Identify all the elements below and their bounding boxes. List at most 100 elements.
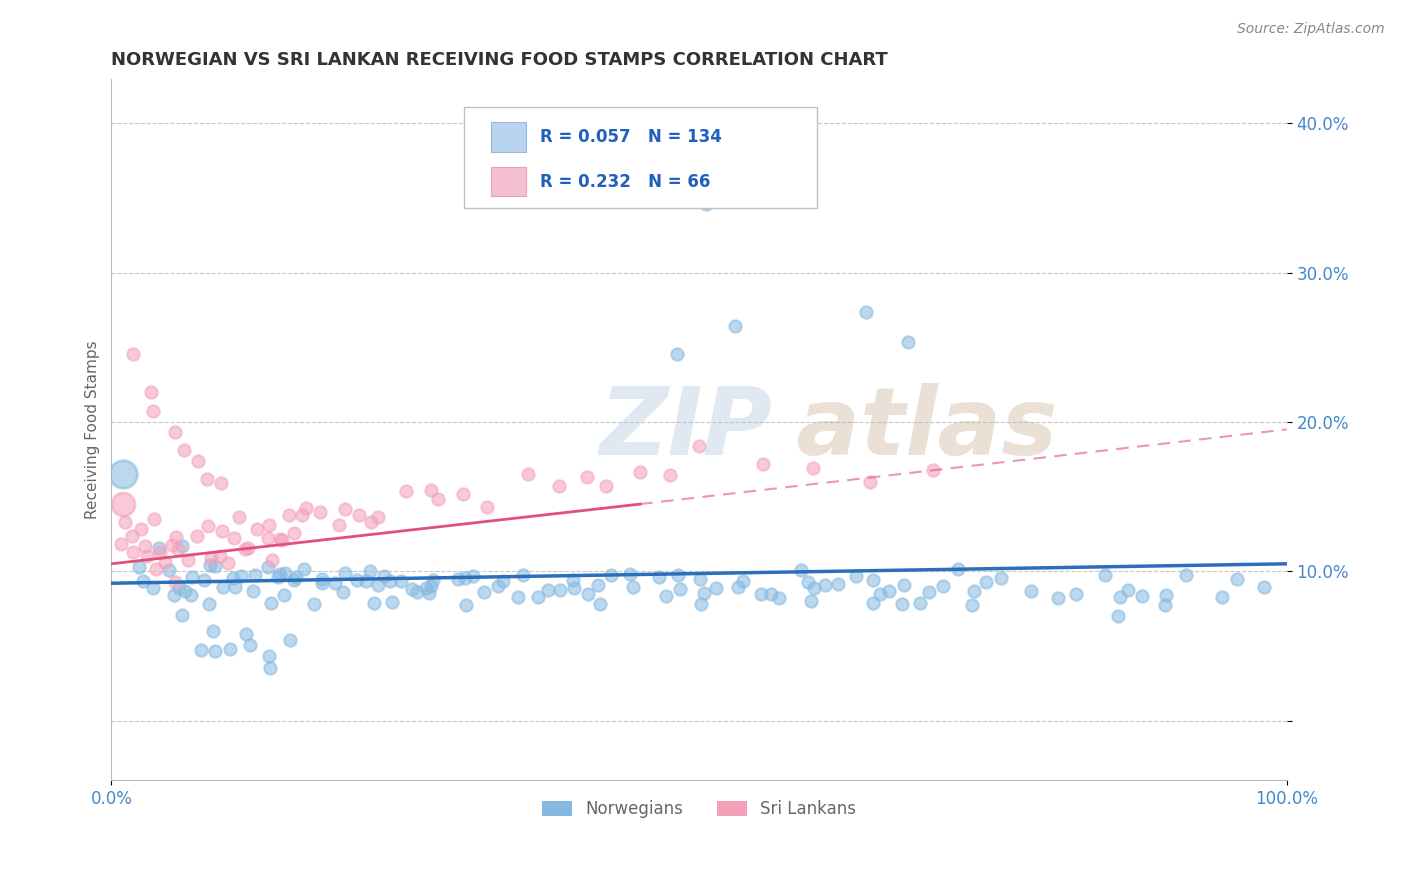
Norwegians — [373, 569, 395, 583]
Norwegians — [231, 569, 253, 583]
Norwegians — [600, 568, 623, 582]
Norwegians — [695, 197, 717, 211]
Norwegians — [405, 585, 427, 599]
Norwegians — [759, 587, 782, 601]
Sri Lankans — [269, 532, 291, 546]
Norwegians — [1064, 587, 1087, 601]
Norwegians — [727, 580, 749, 594]
Sri Lankans — [122, 545, 145, 559]
Norwegians — [813, 578, 835, 592]
Point — [112, 467, 135, 482]
Sri Lankans — [271, 533, 294, 548]
Norwegians — [537, 583, 560, 598]
Norwegians — [419, 579, 441, 593]
Sri Lankans — [197, 518, 219, 533]
Norwegians — [167, 582, 190, 596]
Norwegians — [180, 588, 202, 602]
Norwegians — [768, 591, 790, 605]
Sri Lankans — [333, 501, 356, 516]
Norwegians — [415, 581, 437, 595]
Norwegians — [333, 566, 356, 580]
Sri Lankans — [177, 553, 200, 567]
Norwegians — [472, 584, 495, 599]
Norwegians — [163, 588, 186, 602]
Norwegians — [180, 570, 202, 584]
Sri Lankans — [139, 385, 162, 400]
Norwegians — [693, 586, 716, 600]
Norwegians — [655, 589, 678, 603]
Norwegians — [704, 581, 727, 595]
Sri Lankans — [165, 425, 187, 439]
Norwegians — [827, 576, 849, 591]
Norwegians — [257, 649, 280, 664]
Sri Lankans — [209, 475, 232, 490]
Norwegians — [302, 597, 325, 611]
Sri Lankans — [217, 556, 239, 570]
Norwegians — [242, 583, 264, 598]
Norwegians — [354, 574, 377, 589]
Sri Lankans — [347, 508, 370, 522]
FancyBboxPatch shape — [464, 107, 817, 209]
Sri Lankans — [658, 467, 681, 482]
Sri Lankans — [110, 537, 132, 551]
Norwegians — [418, 586, 440, 600]
Norwegians — [1130, 589, 1153, 603]
Norwegians — [797, 574, 820, 589]
Norwegians — [381, 595, 404, 609]
Text: R = 0.057   N = 134: R = 0.057 N = 134 — [540, 128, 723, 145]
Sri Lankans — [228, 510, 250, 524]
Norwegians — [363, 595, 385, 609]
Sri Lankans — [129, 522, 152, 536]
Norwegians — [550, 582, 572, 597]
Sri Lankans — [114, 515, 136, 529]
Norwegians — [170, 539, 193, 553]
Norwegians — [239, 638, 262, 652]
Norwegians — [174, 584, 197, 599]
Sri Lankans — [308, 505, 330, 519]
Norwegians — [862, 596, 884, 610]
Bar — [491, 167, 526, 196]
Legend: Norwegians, Sri Lankans: Norwegians, Sri Lankans — [536, 793, 863, 824]
Sri Lankans — [628, 465, 651, 479]
Norwegians — [1211, 591, 1233, 605]
Norwegians — [422, 573, 444, 587]
Sri Lankans — [211, 524, 233, 538]
Norwegians — [855, 305, 877, 319]
Sri Lankans — [801, 461, 824, 475]
Text: NORWEGIAN VS SRI LANKAN RECEIVING FOOD STAMPS CORRELATION CHART: NORWEGIAN VS SRI LANKAN RECEIVING FOOD S… — [111, 51, 889, 69]
Norwegians — [284, 570, 307, 584]
Norwegians — [447, 572, 470, 586]
Sri Lankans — [186, 528, 208, 542]
Sri Lankans — [200, 550, 222, 565]
Norwegians — [201, 624, 224, 638]
Sri Lankans — [208, 549, 231, 563]
Sri Lankans — [122, 347, 145, 361]
Sri Lankans — [246, 522, 269, 536]
Sri Lankans — [238, 541, 260, 555]
Norwegians — [1156, 588, 1178, 602]
Sri Lankans — [922, 462, 945, 476]
Norwegians — [526, 591, 548, 605]
Norwegians — [222, 571, 245, 585]
Sri Lankans — [419, 483, 441, 497]
Norwegians — [946, 562, 969, 576]
Norwegians — [891, 598, 914, 612]
Sri Lankans — [451, 487, 474, 501]
Sri Lankans — [121, 529, 143, 543]
Norwegians — [974, 575, 997, 590]
Norwegians — [619, 567, 641, 582]
Norwegians — [506, 590, 529, 604]
Norwegians — [267, 570, 290, 584]
Norwegians — [1253, 580, 1275, 594]
Norwegians — [486, 579, 509, 593]
Norwegians — [512, 567, 534, 582]
Sri Lankans — [427, 492, 450, 507]
Sri Lankans — [224, 531, 246, 545]
Norwegians — [1094, 567, 1116, 582]
Norwegians — [897, 334, 920, 349]
Norwegians — [224, 580, 246, 594]
Norwegians — [323, 576, 346, 591]
Bar — [491, 122, 526, 152]
Sri Lankans — [148, 544, 170, 558]
Norwegians — [235, 627, 257, 641]
